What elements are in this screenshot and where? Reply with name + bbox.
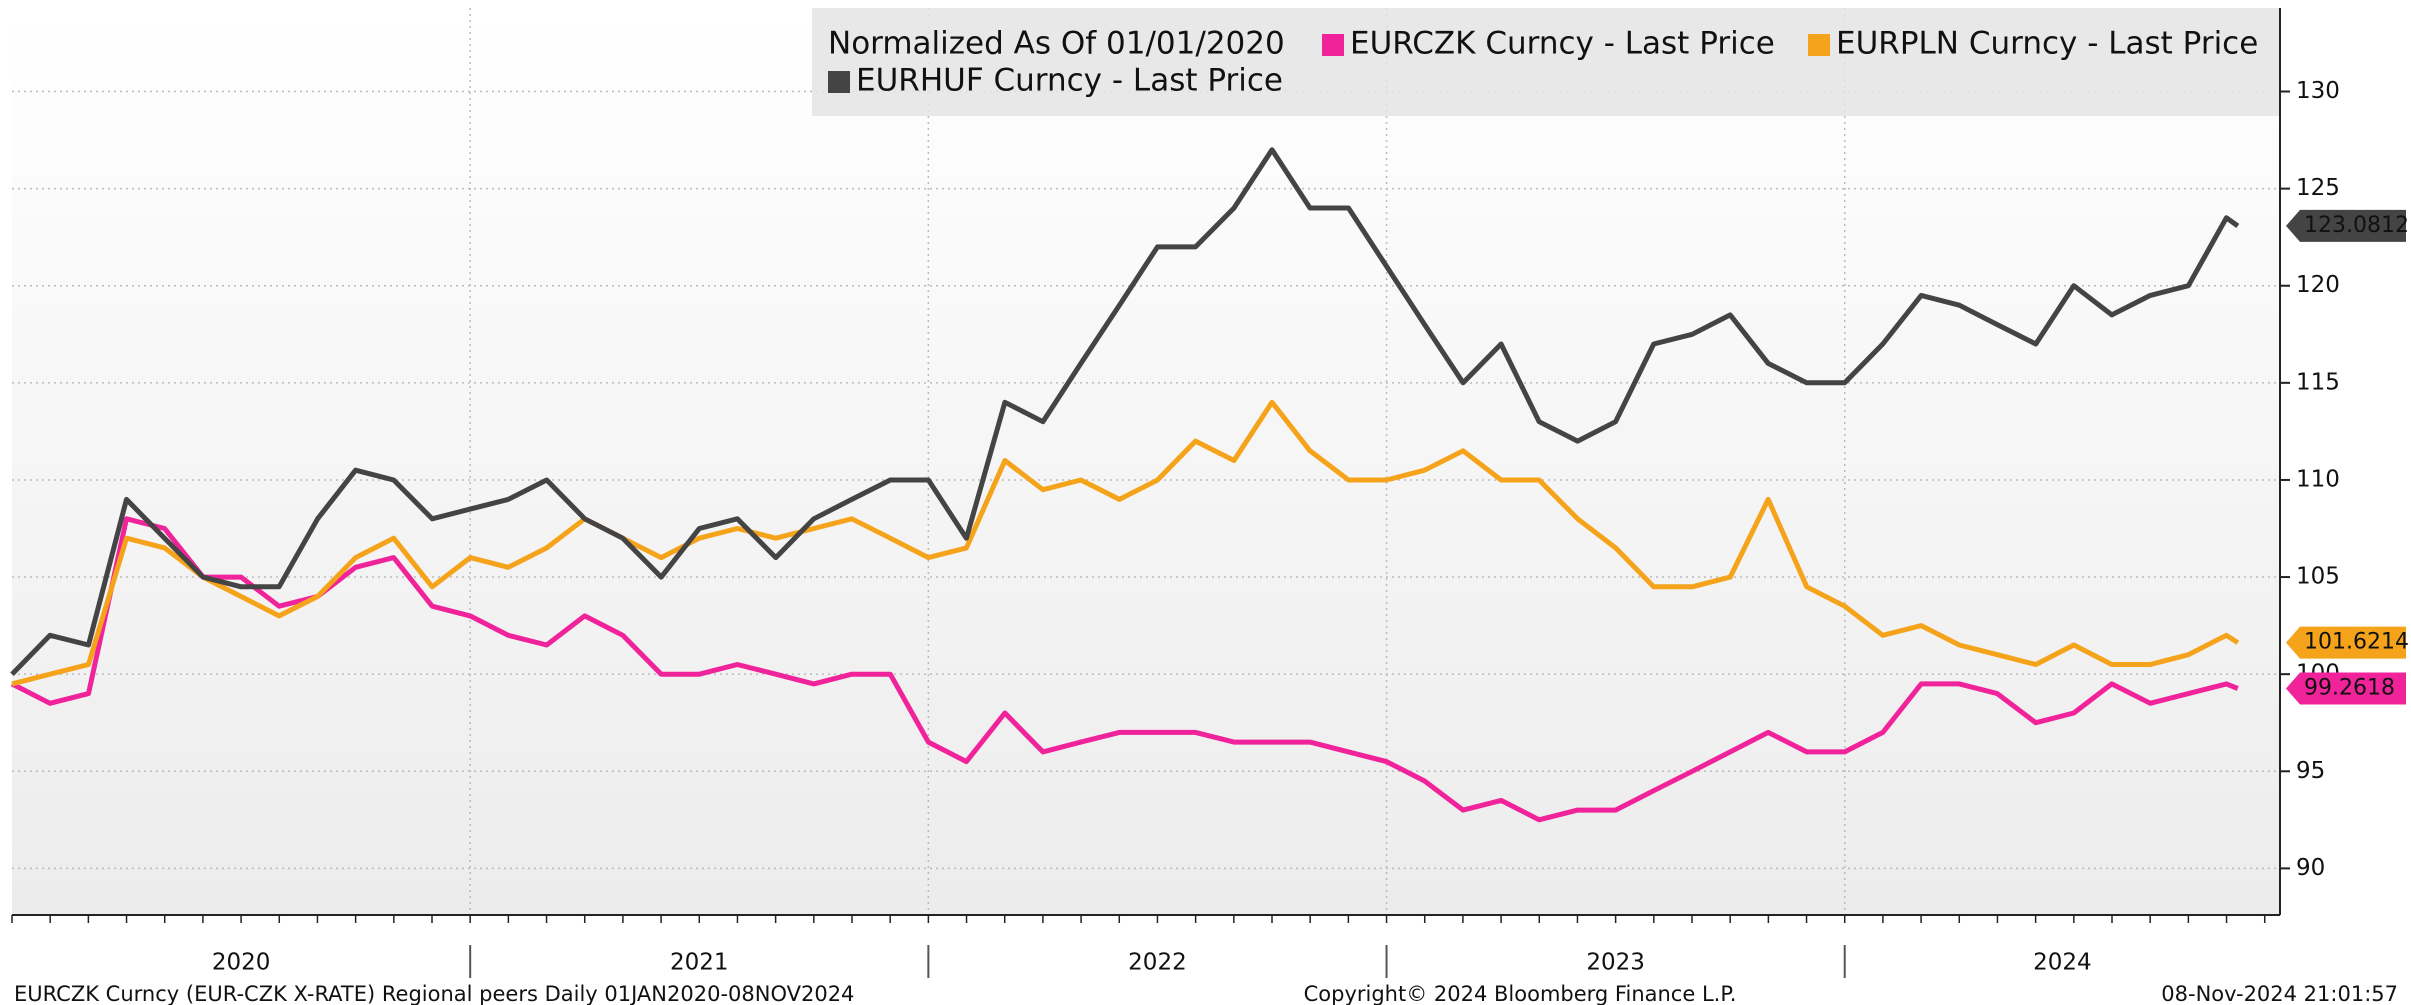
legend-label: EURPLN Curncy - Last Price [1836, 26, 2258, 62]
y-tick-label: 105 [2296, 564, 2340, 590]
legend-box [812, 8, 2280, 116]
y-tick-label: 120 [2296, 272, 2340, 298]
y-tick-label: 110 [2296, 466, 2340, 492]
value-tag [2286, 672, 2406, 705]
y-tick-label: 125 [2296, 175, 2340, 201]
legend-swatch [1808, 34, 1830, 56]
x-tick-label: 2023 [1586, 950, 1645, 976]
y-tick-label: 130 [2296, 78, 2340, 104]
value-tag-label: 101.6214 [2304, 630, 2409, 655]
x-tick-label: 2022 [1128, 950, 1187, 976]
legend-swatch [1322, 34, 1344, 56]
y-tick-label: 90 [2296, 855, 2325, 881]
series-line [10, 147, 2240, 676]
legend-label: EURHUF Curncy - Last Price [856, 63, 1283, 99]
footer-right: 08-Nov-2024 21:01:57 [2161, 982, 2398, 1005]
value-tag-label: 123.0812 [2304, 213, 2409, 238]
x-tick-label: 2021 [670, 950, 729, 976]
legend-swatch [828, 71, 850, 93]
plot-area [12, 8, 2280, 915]
legend-title: Normalized As Of 01/01/2020 [828, 26, 1285, 62]
y-tick-label: 95 [2296, 758, 2325, 784]
footer-center: Copyright© 2024 Bloomberg Finance L.P. [1304, 982, 1737, 1005]
value-tag-label: 99.2618 [2304, 676, 2395, 701]
series-line [11, 399, 2240, 687]
y-tick-label: 115 [2296, 369, 2340, 395]
value-tag [2286, 626, 2406, 659]
value-tag [2286, 209, 2406, 242]
x-tick-label: 2020 [212, 950, 271, 976]
legend-label: EURCZK Curncy - Last Price [1350, 26, 1775, 62]
footer-left: EURCZK Curncy (EUR-CZK X-RATE) Regional … [14, 982, 854, 1005]
x-tick-label: 2024 [2033, 950, 2092, 976]
series-line [10, 516, 2239, 823]
